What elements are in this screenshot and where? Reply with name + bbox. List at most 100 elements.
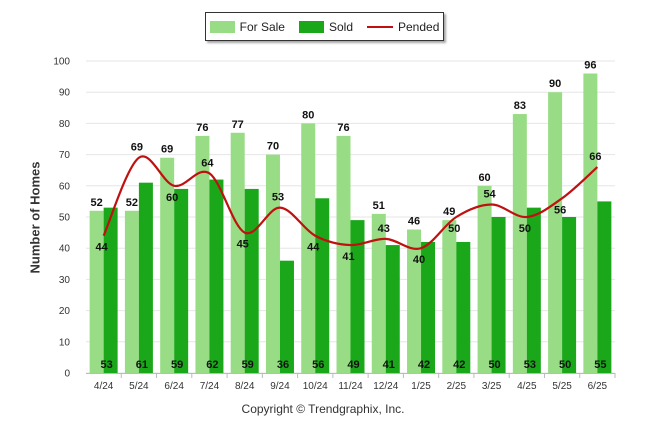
bar-sold[interactable]	[421, 241, 436, 373]
x-tick-label: 8/24	[235, 381, 255, 392]
y-tick-label: 20	[59, 306, 71, 317]
x-tick-label: 4/25	[517, 381, 537, 392]
x-tick-label: 11/24	[338, 381, 363, 392]
bar-sold[interactable]	[597, 201, 612, 373]
bar-sold[interactable]	[456, 241, 471, 373]
legend-label-for-sale: For Sale	[239, 19, 285, 34]
y-tick-label: 80	[59, 119, 71, 130]
data-label-sold: 53	[101, 359, 113, 371]
bar-sold[interactable]	[209, 179, 224, 373]
y-tick-label: 70	[59, 150, 71, 161]
legend-swatch-for-sale	[209, 20, 235, 33]
data-label-sold: 50	[559, 359, 571, 371]
y-tick-label: 40	[59, 244, 71, 255]
data-label-pended: 53	[272, 192, 284, 204]
bar-for-sale[interactable]	[160, 157, 175, 373]
x-tick-label: 5/24	[129, 381, 149, 392]
data-label-for-sale: 96	[584, 59, 596, 71]
bar-for-sale[interactable]	[301, 123, 316, 374]
data-label-pended: 45	[237, 239, 249, 251]
data-label-for-sale: 52	[91, 197, 103, 209]
data-label-sold: 62	[206, 359, 218, 371]
data-label-pended: 50	[519, 223, 531, 235]
x-tick-label: 6/24	[164, 381, 184, 392]
bar-for-sale[interactable]	[407, 229, 422, 373]
data-label-for-sale: 80	[302, 109, 314, 121]
x-tick-label: 4/24	[94, 381, 114, 392]
bar-sold[interactable]	[562, 217, 577, 373]
bar-for-sale[interactable]	[336, 135, 351, 373]
data-label-for-sale: 76	[196, 122, 208, 134]
x-tick-label: 10/24	[303, 381, 328, 392]
y-tick-label: 10	[59, 337, 71, 348]
data-label-for-sale: 49	[443, 206, 455, 218]
bar-for-sale[interactable]	[371, 213, 386, 373]
bar-sold[interactable]	[491, 217, 506, 373]
legend-item-pended[interactable]: Pended	[367, 20, 439, 34]
data-label-for-sale: 77	[232, 119, 244, 131]
data-label-sold: 50	[488, 359, 500, 371]
data-label-pended: 44	[96, 242, 109, 254]
bar-sold[interactable]	[526, 207, 541, 373]
data-label-pended: 64	[201, 157, 214, 169]
x-tick-label: 7/24	[200, 381, 220, 392]
data-label-for-sale: 70	[267, 141, 279, 153]
data-label-pended: 40	[413, 254, 425, 266]
data-label-pended: 43	[378, 223, 390, 235]
data-label-pended: 50	[448, 223, 460, 235]
bar-for-sale[interactable]	[195, 135, 210, 373]
data-label-pended: 56	[554, 204, 566, 216]
legend-item-for-sale[interactable]: For Sale	[209, 19, 285, 34]
data-label-pended: 41	[342, 251, 354, 263]
y-axis-label: Number of Homes	[27, 161, 43, 274]
y-tick-label: 90	[59, 88, 71, 99]
data-label-for-sale: 46	[408, 215, 420, 227]
data-label-sold: 53	[524, 359, 536, 371]
bar-for-sale[interactable]	[230, 132, 245, 373]
data-label-for-sale: 52	[126, 197, 138, 209]
data-label-sold: 41	[383, 359, 395, 371]
bar-for-sale[interactable]	[442, 220, 457, 373]
x-tick-label: 2/25	[447, 381, 467, 392]
bar-for-sale[interactable]	[583, 73, 598, 373]
y-tick-label: 100	[53, 57, 70, 68]
bar-sold[interactable]	[138, 182, 153, 373]
bar-for-sale[interactable]	[548, 92, 563, 373]
data-label-for-sale: 83	[514, 100, 526, 112]
bar-sold[interactable]	[244, 188, 259, 373]
legend-swatch-sold	[298, 20, 324, 33]
data-label-sold: 42	[453, 359, 465, 371]
bar-sold[interactable]	[103, 207, 118, 373]
bar-for-sale[interactable]	[89, 210, 104, 373]
bar-for-sale[interactable]	[265, 154, 280, 373]
data-label-sold: 59	[171, 359, 183, 371]
legend-item-sold[interactable]: Sold	[298, 19, 353, 34]
bar-for-sale[interactable]	[477, 185, 492, 373]
data-label-sold: 42	[418, 359, 430, 371]
bar-sold[interactable]	[385, 245, 400, 373]
x-tick-label: 1/25	[411, 381, 431, 392]
bar-sold[interactable]	[174, 188, 189, 373]
x-tick-label: 3/25	[482, 381, 502, 392]
line-pended[interactable]	[102, 155, 599, 250]
legend-swatch-pended	[367, 25, 393, 28]
copyright-text: Copyright © Trendgraphix, Inc.	[241, 402, 405, 416]
data-label-sold: 49	[347, 359, 359, 371]
bar-for-sale[interactable]	[512, 114, 527, 373]
bar-for-sale[interactable]	[124, 210, 139, 373]
bar-sold[interactable]	[350, 220, 365, 373]
bar-sold[interactable]	[315, 198, 330, 373]
legend-label-sold: Sold	[328, 19, 353, 34]
data-label-sold: 56	[312, 359, 324, 371]
data-label-for-sale: 51	[373, 200, 385, 212]
data-label-pended: 44	[307, 242, 320, 254]
data-label-sold: 61	[136, 359, 148, 371]
data-label-sold: 55	[594, 359, 606, 371]
data-label-for-sale: 90	[549, 78, 561, 90]
bar-sold[interactable]	[279, 260, 294, 373]
data-label-pended: 60	[166, 192, 178, 204]
data-label-for-sale: 60	[478, 172, 490, 184]
x-tick-label: 5/25	[552, 381, 572, 392]
legend-label-pended: Pended	[398, 19, 440, 34]
